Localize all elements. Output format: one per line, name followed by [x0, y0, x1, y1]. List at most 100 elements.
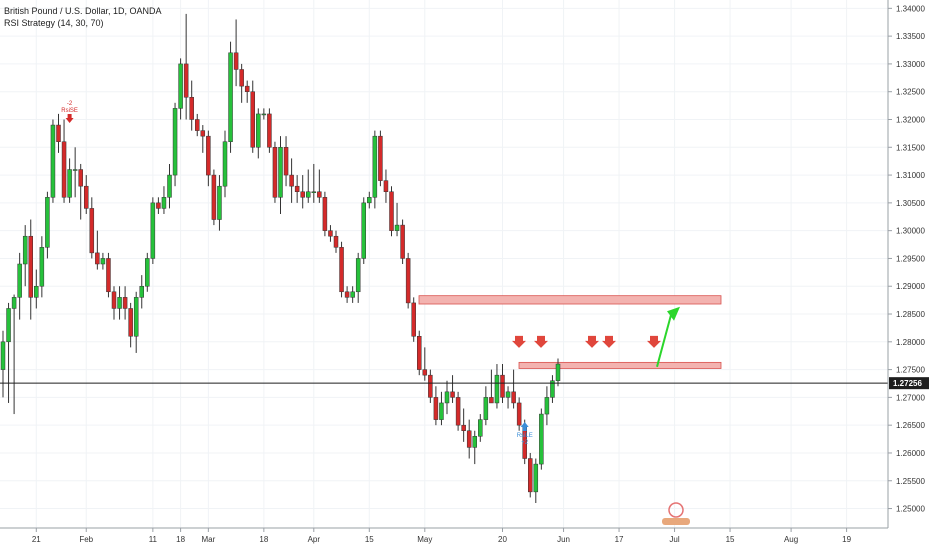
candle-body: [256, 113, 261, 148]
candle-body: [333, 235, 339, 248]
y-tick-label: 1.29500: [896, 254, 925, 263]
candle: [122, 286, 128, 320]
sell-signal-label: RsiSE: [61, 108, 78, 114]
candle: [34, 269, 39, 309]
candle-body: [555, 363, 561, 381]
candle-body: [544, 397, 550, 415]
candle-body: [133, 297, 139, 337]
candle: [505, 386, 511, 409]
candle-body: [505, 391, 511, 398]
candle-body: [472, 436, 477, 448]
grid-layer: [0, 0, 888, 528]
candle-body: [378, 135, 383, 181]
candle-body: [428, 374, 433, 398]
candle: [372, 130, 378, 209]
candle: [400, 219, 405, 264]
candle: [172, 102, 178, 187]
candle: [539, 408, 544, 470]
candle: [145, 252, 150, 292]
x-tick-label: Jun: [557, 535, 570, 544]
candle: [11, 294, 17, 415]
candle: [267, 108, 272, 153]
candle-body: [394, 224, 400, 231]
candle: [61, 119, 67, 203]
candles: [0, 13, 561, 503]
candle-body: [317, 191, 322, 198]
candle-body: [17, 263, 22, 298]
y-tick-label: 1.32500: [896, 88, 925, 97]
candle-body: [267, 113, 272, 148]
candle: [178, 58, 183, 120]
sell-arrow-icon: [512, 335, 526, 348]
y-tick-label: 1.31000: [896, 171, 925, 180]
x-tick-label: 19: [842, 535, 851, 544]
candle: [433, 386, 439, 426]
candle-body: [433, 397, 439, 420]
candle: [195, 113, 200, 137]
candle: [489, 369, 494, 404]
candle: [455, 391, 461, 431]
candle: [89, 197, 95, 259]
candle: [261, 108, 267, 120]
x-tick-label: May: [417, 535, 432, 544]
y-tick-label: 1.30500: [896, 199, 925, 208]
candle: [0, 330, 6, 398]
sell-arrow-icon: [534, 335, 548, 348]
indicator-title: RSI Strategy (14, 30, 70): [4, 18, 104, 28]
candle-body: [361, 202, 366, 259]
candle-body: [72, 169, 78, 171]
candle-body: [389, 191, 394, 231]
candle: [289, 158, 294, 203]
candle: [106, 252, 111, 298]
candle-body: [28, 235, 33, 298]
candle: [422, 347, 428, 381]
candle: [544, 386, 550, 426]
candle: [167, 163, 172, 209]
candle-body: [233, 52, 239, 70]
candle-body: [500, 374, 505, 398]
candle: [39, 236, 45, 298]
candle: [528, 452, 533, 498]
candle: [272, 141, 278, 203]
candle-body: [367, 197, 372, 204]
sell-arrow-icon: [602, 335, 616, 348]
candle: [333, 230, 339, 253]
y-tick-label: 1.27000: [896, 393, 925, 402]
y-tick-label: 1.27500: [896, 366, 925, 375]
candle: [189, 80, 194, 131]
candle: [161, 186, 167, 214]
candle-body: [6, 308, 11, 343]
candle: [350, 286, 355, 303]
candle: [211, 169, 217, 226]
candle: [339, 241, 344, 298]
candle: [239, 63, 244, 103]
candle: [461, 408, 466, 442]
candle-body: [344, 291, 350, 298]
candle-body: [172, 108, 178, 176]
candle-body: [156, 202, 161, 209]
candle: [233, 19, 239, 87]
candle: [244, 80, 250, 103]
sell-signal-arrow-icon: [65, 114, 74, 123]
sell-arrow-icon: [647, 335, 661, 348]
candle-body: [322, 197, 328, 231]
candle-body: [289, 174, 294, 187]
candle-body: [355, 258, 361, 293]
candle: [217, 175, 222, 231]
candle-body: [128, 308, 133, 337]
candle-body: [461, 424, 466, 431]
candle: [411, 297, 416, 342]
axes: 1.34000 1.33500 1.33000 1.32500 1.32000 1.315…: [0, 0, 929, 544]
candle-body: [84, 185, 89, 209]
projection-arrow-icon: [667, 306, 680, 321]
candle: [367, 191, 372, 209]
candle-body: [39, 247, 45, 287]
x-tick-label: Apr: [308, 535, 321, 544]
candle-body: [478, 419, 483, 437]
candle-body: [294, 185, 300, 192]
candle: [128, 302, 133, 348]
candle: [111, 286, 117, 320]
logo-bar-icon: [662, 518, 690, 525]
